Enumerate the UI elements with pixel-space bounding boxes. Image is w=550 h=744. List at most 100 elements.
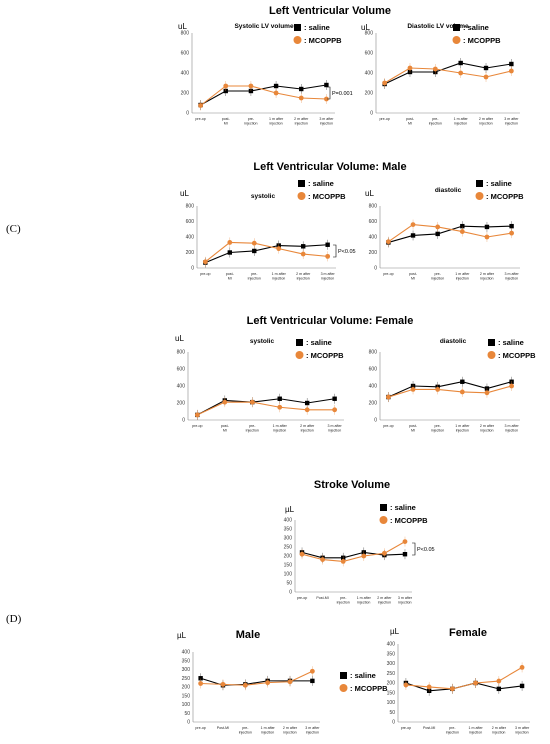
y-tick-label: 0 [191,266,194,272]
x-tick-label: pre-op [401,726,411,730]
chart-stroke-volume-male: Male µL 0 50 100 150 200 250 300 350 400 pre-op Post… [177,629,320,735]
data-point-mcoppb [324,96,329,102]
data-point-saline [435,231,440,237]
legend-saline-label: : saline [486,179,512,188]
legend-mcoppb-marker [475,192,484,200]
y-axis-label: µL [177,631,187,640]
data-point-saline [460,379,465,384]
x-tick-label: 1 m after injection [455,424,470,433]
legend: : saline: MCOPPB [475,179,524,201]
y-tick-label: 200 [182,685,191,691]
x-tick-label: 3 m after injection [328,424,343,433]
x-tick-label: 1 m after injection [357,596,372,605]
data-point-mcoppb [484,390,490,396]
chart-title: Left Ventricular Volume: Female [247,315,414,327]
x-tick-label: pre-injection [337,596,350,605]
significance-label: P<0.05 [417,547,435,553]
y-tick-label: 400 [181,71,190,77]
legend-mcoppb-marker [295,351,304,359]
series-line-MCOPPB [388,385,512,398]
data-point-mcoppb [273,90,279,96]
x-tick-label: post-MI [409,272,418,281]
x-tick-label: 1 m after injection [269,117,284,126]
x-tick-label: pre-injection [246,424,259,433]
y-tick-label: 150 [284,563,293,569]
data-point-saline [299,86,304,92]
y-tick-label: 800 [365,31,374,37]
y-tick-label: 800 [186,204,195,210]
legend-saline-marker [476,180,483,187]
data-point-mcoppb [198,103,203,108]
x-tick-label: post-MI [226,272,235,281]
significance-bracket [327,86,331,100]
data-point-mcoppb [426,684,432,690]
y-tick-label: 250 [387,671,396,677]
chart-title: Male [236,629,260,641]
data-point-mcoppb [386,239,391,245]
legend-saline-label: : saline [498,338,524,347]
series-line-MCOPPB [200,85,327,106]
y-tick-label: 100 [182,702,191,708]
x-tick-label: 2 m after injection [480,424,495,433]
data-point-mcoppb [509,383,514,389]
y-tick-label: 50 [286,581,292,587]
data-point-mcoppb [519,665,525,670]
y-tick-label: 600 [365,51,374,57]
data-point-saline [277,396,282,401]
y-tick-label: 400 [369,384,378,390]
y-tick-label: 200 [186,250,195,256]
legend-mcoppb-label: : MCOPPB [350,684,388,693]
y-tick-label: 400 [387,642,396,648]
series-line-saline [388,225,512,243]
series-line-saline [197,398,335,416]
y-tick-label: 300 [182,667,191,673]
data-point-mcoppb [459,229,465,234]
legend-saline-marker [294,24,301,31]
x-tick-label: Post-MI [423,726,435,730]
legend: : saline: MCOPPB [452,23,501,45]
y-tick-label: 100 [284,572,293,578]
legend-mcoppb-label: : MCOPPB [498,351,536,360]
significance-bracket [333,244,337,258]
legend-mcoppb-marker [293,36,302,44]
data-point-mcoppb [483,74,489,80]
y-tick-label: 400 [182,650,191,656]
data-point-mcoppb [410,387,416,392]
data-point-mcoppb [361,553,367,559]
y-tick-label: 150 [387,690,396,696]
series-line-saline [205,244,328,264]
legend-mcoppb-label: : MCOPPB [306,351,344,360]
data-point-saline [300,244,306,249]
series-line-MCOPPB [301,541,406,562]
y-tick-label: 0 [187,720,190,726]
x-tick-label: pre-injection [431,424,444,433]
y-tick-label: 300 [284,536,293,542]
data-point-mcoppb [340,559,346,564]
data-point-mcoppb [473,680,479,686]
x-tick-label: post-MI [409,424,418,433]
data-point-mcoppb [223,83,229,89]
y-tick-label: 400 [369,235,378,241]
legend: : saline: MCOPPB [339,671,388,693]
chart-lv-female-diastolic: diastolic 0 200 400 600 800 pre-op post-MI pre-i… [369,338,536,433]
series-line-MCOPPB [384,67,512,84]
x-tick-label: 3 m after injection [505,424,520,433]
x-tick-label: 1 m after injection [469,726,484,735]
data-point-mcoppb [298,95,304,101]
y-tick-label: 800 [177,350,186,356]
x-tick-label: pre-op [297,596,307,600]
y-axis-label: uL [175,334,184,343]
data-point-mcoppb [242,682,248,688]
data-point-saline [483,65,489,71]
data-point-mcoppb [435,387,441,392]
y-tick-label: 200 [387,681,396,687]
y-tick-label: 250 [182,676,191,682]
x-tick-label: post-MI [406,117,415,126]
series-line-MCOPPB [200,670,313,686]
chart-subtitle: diastolic [435,187,462,194]
data-point-mcoppb [198,681,204,686]
y-tick-label: 400 [177,384,186,390]
chart-lv-male-diastolic: diastolic uL 0 200 400 600 800 pre-op post-MI pre… [365,179,524,281]
series-line-MCOPPB [405,666,523,690]
data-point-mcoppb [496,678,502,684]
